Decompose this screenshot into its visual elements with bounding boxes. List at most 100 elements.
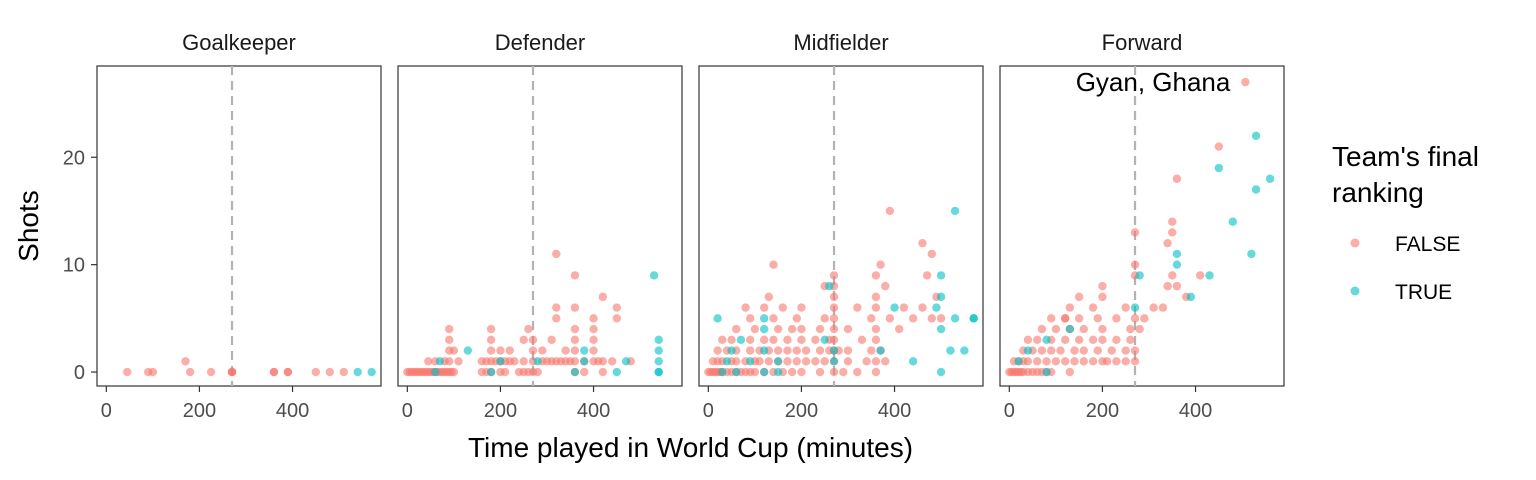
data-point-true xyxy=(1042,335,1051,345)
data-point-false xyxy=(843,357,853,366)
data-point-true xyxy=(936,271,946,280)
data-point-false xyxy=(811,335,820,345)
data-point-true xyxy=(486,367,496,377)
legend-title-line: Team's final xyxy=(1332,141,1479,172)
data-point-false xyxy=(820,357,829,366)
data-point-false xyxy=(801,346,811,355)
data-point-true xyxy=(759,367,769,377)
data-point-false xyxy=(815,367,825,377)
data-point-false xyxy=(598,292,608,302)
y-axis-title: Shots xyxy=(13,190,44,262)
data-point-false xyxy=(769,260,778,269)
data-point-false xyxy=(881,357,890,366)
data-point-false xyxy=(727,335,736,345)
data-point-false xyxy=(1214,142,1224,151)
data-point-false xyxy=(486,346,496,355)
data-point-false xyxy=(1130,260,1140,269)
data-point-false xyxy=(741,303,750,312)
data-point-true xyxy=(746,357,755,366)
data-point-false xyxy=(853,303,862,312)
data-point-false xyxy=(1023,335,1033,345)
data-point-true xyxy=(435,357,445,366)
data-point-false xyxy=(570,271,580,280)
data-point-false xyxy=(1130,357,1140,366)
data-point-false xyxy=(1112,335,1121,345)
data-point-false xyxy=(227,367,237,377)
data-point-false xyxy=(1088,335,1098,345)
data-point-false xyxy=(746,314,755,323)
data-point-false xyxy=(1112,314,1121,323)
data-point-false xyxy=(1172,174,1182,183)
data-point-true xyxy=(612,367,622,377)
x-tick-label: 400 xyxy=(1179,400,1212,422)
data-point-true xyxy=(960,346,969,355)
data-point-true xyxy=(932,303,941,312)
data-point-false xyxy=(792,346,801,355)
data-point-false xyxy=(1037,324,1047,334)
data-point-false xyxy=(857,335,867,345)
data-point-true xyxy=(736,335,746,345)
data-point-false xyxy=(496,346,505,355)
data-point-false xyxy=(853,367,862,377)
data-point-false xyxy=(1042,357,1051,366)
data-point-false xyxy=(1163,281,1172,291)
facet-title: Midfielder xyxy=(793,30,888,55)
data-point-true xyxy=(1251,131,1261,140)
data-point-false xyxy=(445,324,454,334)
data-point-false xyxy=(449,367,459,377)
data-point-true xyxy=(950,314,960,323)
data-point-true xyxy=(533,357,542,366)
data-point-false xyxy=(1098,324,1107,334)
data-point-false xyxy=(746,346,755,355)
y-tick-label: 0 xyxy=(74,362,85,384)
data-point-true xyxy=(1135,271,1144,280)
data-point-false xyxy=(1060,314,1070,323)
data-point-true xyxy=(570,367,580,377)
data-point-false xyxy=(820,314,829,323)
legend-label-false: FALSE xyxy=(1395,233,1460,256)
data-point-false xyxy=(1130,346,1140,355)
data-point-false xyxy=(1168,271,1177,280)
data-point-false xyxy=(1070,357,1079,366)
data-point-false xyxy=(759,303,769,312)
data-point-true xyxy=(829,357,839,366)
x-tick-label: 0 xyxy=(101,400,112,422)
data-point-false xyxy=(769,314,778,323)
data-point-false xyxy=(1051,324,1061,334)
data-point-false xyxy=(1098,335,1107,345)
data-point-false xyxy=(580,367,589,377)
data-point-true xyxy=(829,346,839,355)
data-point-false xyxy=(528,335,538,345)
data-point-false xyxy=(1088,357,1098,366)
data-point-false xyxy=(797,367,806,377)
data-point-false xyxy=(876,260,885,269)
data-point-false xyxy=(1074,314,1084,323)
data-point-false xyxy=(1135,324,1144,334)
data-point-false xyxy=(1079,346,1089,355)
data-point-false xyxy=(829,324,839,334)
data-point-true xyxy=(580,357,589,366)
data-point-true xyxy=(496,357,505,366)
legend: Team's final ranking FALSE TRUE xyxy=(1332,141,1479,304)
legend-title-line: ranking xyxy=(1332,177,1424,208)
data-point-true xyxy=(759,314,769,323)
data-point-false xyxy=(871,335,881,345)
data-point-false xyxy=(918,303,927,312)
data-point-true xyxy=(649,271,659,280)
data-point-false xyxy=(445,357,454,366)
facet-title: Forward xyxy=(1102,30,1183,55)
x-tick-label: 400 xyxy=(878,400,911,422)
data-point-false xyxy=(881,281,890,291)
data-point-false xyxy=(1098,281,1107,291)
panel-border xyxy=(397,65,683,387)
data-point-false xyxy=(811,357,820,366)
data-point-false xyxy=(755,357,764,366)
data-point-true xyxy=(969,314,978,323)
data-point-true xyxy=(1205,271,1214,280)
data-point-false xyxy=(533,367,542,377)
facet-title: Defender xyxy=(495,30,586,55)
data-point-false xyxy=(1033,357,1042,366)
data-point-true xyxy=(936,292,946,302)
x-tick-label: 0 xyxy=(703,400,714,422)
y-tick-label: 20 xyxy=(63,147,85,169)
